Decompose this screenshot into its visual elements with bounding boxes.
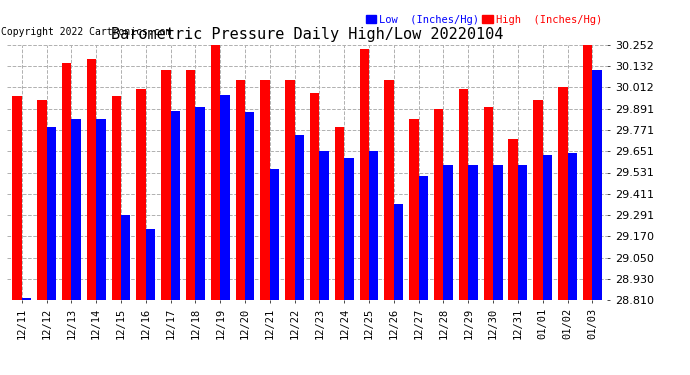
Bar: [344, 158, 354, 300]
Bar: [235, 80, 245, 300]
Bar: [186, 70, 195, 300]
Bar: [161, 70, 170, 300]
Bar: [583, 45, 592, 300]
Bar: [270, 169, 279, 300]
Bar: [434, 109, 444, 300]
Bar: [260, 80, 270, 300]
Bar: [195, 107, 205, 300]
Bar: [493, 165, 502, 300]
Legend: Low  (Inches/Hg), High  (Inches/Hg): Low (Inches/Hg), High (Inches/Hg): [366, 15, 602, 24]
Bar: [419, 176, 428, 300]
Text: Copyright 2022 Cartronics.com: Copyright 2022 Cartronics.com: [1, 27, 171, 37]
Title: Barometric Pressure Daily High/Low 20220104: Barometric Pressure Daily High/Low 20220…: [111, 27, 503, 42]
Bar: [12, 96, 22, 300]
Bar: [137, 89, 146, 300]
Bar: [121, 215, 130, 300]
Bar: [533, 100, 543, 300]
Bar: [459, 89, 469, 300]
Bar: [543, 155, 552, 300]
Bar: [71, 120, 81, 300]
Bar: [22, 298, 31, 300]
Bar: [87, 59, 96, 300]
Bar: [335, 126, 344, 300]
Bar: [295, 135, 304, 300]
Bar: [359, 48, 369, 300]
Bar: [285, 80, 295, 300]
Bar: [409, 120, 419, 300]
Bar: [394, 204, 403, 300]
Bar: [220, 95, 230, 300]
Bar: [567, 153, 577, 300]
Bar: [47, 126, 56, 300]
Bar: [211, 45, 220, 300]
Bar: [518, 165, 527, 300]
Bar: [558, 87, 567, 300]
Bar: [310, 93, 319, 300]
Bar: [170, 111, 180, 300]
Bar: [484, 107, 493, 300]
Bar: [146, 229, 155, 300]
Bar: [245, 112, 255, 300]
Bar: [444, 165, 453, 300]
Bar: [37, 100, 47, 300]
Bar: [509, 139, 518, 300]
Bar: [369, 151, 379, 300]
Bar: [384, 80, 394, 300]
Bar: [62, 63, 71, 300]
Bar: [319, 151, 329, 300]
Bar: [96, 120, 106, 300]
Bar: [469, 165, 477, 300]
Bar: [592, 70, 602, 300]
Bar: [112, 96, 121, 300]
